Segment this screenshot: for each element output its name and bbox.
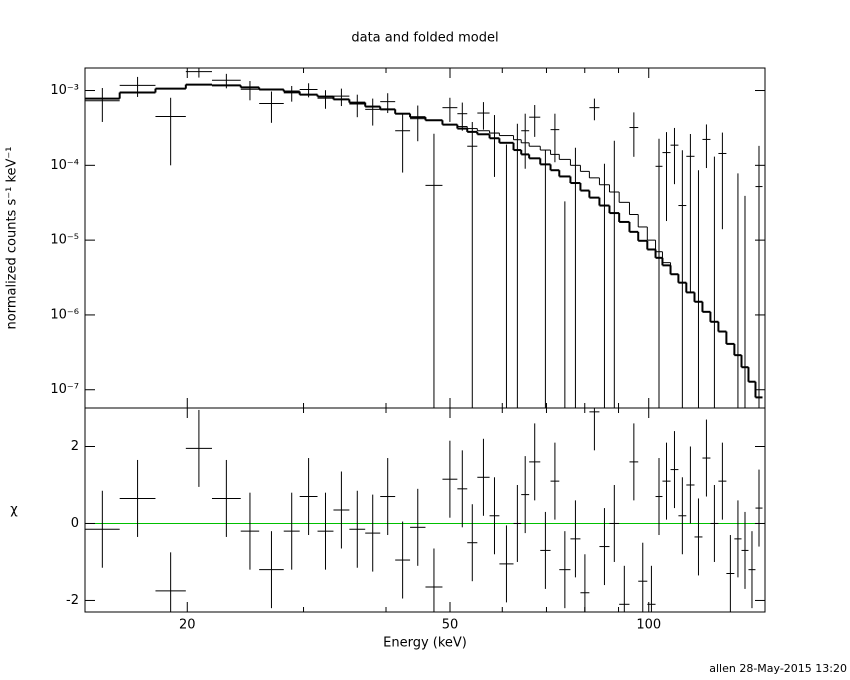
y-axis-label: normalized counts s⁻¹ keV⁻¹ [5, 147, 20, 330]
y-tick-label: 0 [71, 516, 79, 531]
y-tick-label: 10⁻⁶ [50, 307, 79, 322]
y-tick-label: 10⁻⁵ [50, 233, 79, 248]
chart-title: data and folded model [351, 31, 498, 46]
y-axis-label: χ [10, 503, 18, 518]
y-tick-label: -2 [66, 593, 79, 608]
footnote: allen 28-May-2015 13:20 [709, 662, 847, 675]
x-tick-label: 50 [442, 618, 459, 633]
axes: 10⁻⁷ 10⁻⁶ 10⁻⁵ 10⁻⁴ 10⁻³ -2 0 2 20 50 100 [50, 67, 766, 633]
x-tick-label: 100 [636, 618, 661, 633]
bottom-frame [84, 407, 766, 613]
y-tick-label: 10⁻⁴ [50, 158, 79, 173]
x-tick-label: 20 [179, 618, 196, 633]
y-tick-label: 2 [71, 439, 79, 454]
y-tick-label: 10⁻³ [50, 83, 79, 98]
y-tick-label: 10⁻⁷ [50, 382, 79, 397]
top-plot [85, 68, 763, 408]
residual-plot [85, 408, 765, 612]
x-axis-label: Energy (keV) [383, 636, 467, 651]
